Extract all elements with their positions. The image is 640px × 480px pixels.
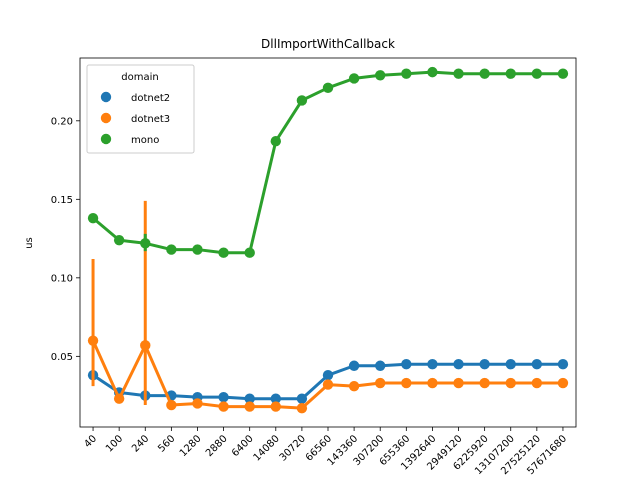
- data-point: [244, 393, 255, 404]
- data-point: [427, 358, 438, 370]
- legend-marker-dotnet3: [100, 112, 112, 124]
- data-point: [270, 401, 281, 412]
- data-point: [113, 234, 125, 246]
- legend-marker-dotnet2: [100, 91, 112, 103]
- data-point: [270, 393, 281, 404]
- legend-label-dotnet3: dotnet3: [131, 114, 170, 125]
- data-point: [322, 379, 334, 390]
- data-point: [375, 360, 386, 371]
- data-point: [557, 377, 569, 389]
- data-point: [531, 377, 543, 389]
- data-point: [479, 68, 490, 79]
- data-point: [166, 399, 177, 411]
- data-point: [479, 358, 490, 370]
- legend-title: domain: [121, 72, 158, 83]
- data-point: [113, 393, 125, 404]
- legend-marker-mono: [100, 133, 112, 145]
- data-point: [192, 398, 203, 409]
- data-point: [348, 380, 360, 392]
- y-tick-label: 0.10: [51, 273, 73, 284]
- y-tick-label: 0.05: [51, 352, 73, 363]
- data-point: [87, 335, 99, 346]
- data-point: [322, 82, 334, 94]
- data-point: [348, 73, 360, 84]
- data-point: [531, 358, 543, 370]
- data-point: [401, 358, 412, 370]
- data-point: [505, 377, 516, 389]
- data-point: [557, 68, 569, 79]
- data-point: [505, 68, 516, 79]
- y-axis-label: us: [24, 237, 35, 249]
- data-point: [479, 377, 490, 389]
- series-mono: [87, 66, 569, 258]
- data-point: [375, 70, 386, 81]
- data-point: [192, 244, 203, 255]
- series-dotnet2: [87, 358, 569, 404]
- y-tick-label: 0.15: [51, 195, 73, 206]
- data-point: [348, 360, 360, 371]
- legend: domain dotnet2 dotnet3 mono: [86, 64, 195, 154]
- data-point: [427, 66, 438, 78]
- data-point: [322, 369, 334, 381]
- data-point: [453, 68, 464, 79]
- plot-frame: [79, 57, 577, 428]
- data-point: [453, 358, 464, 370]
- legend-items: dotnet2 dotnet3 mono: [100, 91, 170, 146]
- y-tick-label: 0.20: [51, 116, 73, 127]
- data-point: [453, 377, 464, 389]
- data-point: [296, 402, 308, 414]
- data-point: [244, 401, 255, 412]
- data-point: [296, 393, 308, 404]
- data-point: [375, 377, 386, 389]
- data-point: [140, 238, 151, 249]
- data-point: [218, 391, 229, 403]
- data-point: [531, 68, 543, 79]
- data-point: [401, 377, 412, 389]
- data-point: [296, 95, 308, 106]
- series-dotnet3: [87, 200, 569, 414]
- chart-title: DllImportWithCallback: [261, 37, 395, 51]
- legend-box: [86, 64, 195, 154]
- data-point: [140, 340, 151, 351]
- legend-label-dotnet2: dotnet2: [131, 93, 170, 104]
- data-point: [505, 358, 516, 370]
- data-point: [427, 377, 438, 389]
- data-point: [557, 358, 569, 370]
- y-axis-ticks: 0.05 0.10 0.15 0.20: [51, 116, 80, 363]
- data-point: [87, 212, 99, 224]
- legend-label-mono: mono: [131, 135, 159, 146]
- data-point: [166, 244, 177, 255]
- data-point: [218, 247, 229, 258]
- data-point: [218, 401, 229, 412]
- data-point: [401, 68, 412, 79]
- data-point: [244, 247, 255, 258]
- series-layer: [87, 66, 569, 414]
- data-point: [270, 136, 281, 147]
